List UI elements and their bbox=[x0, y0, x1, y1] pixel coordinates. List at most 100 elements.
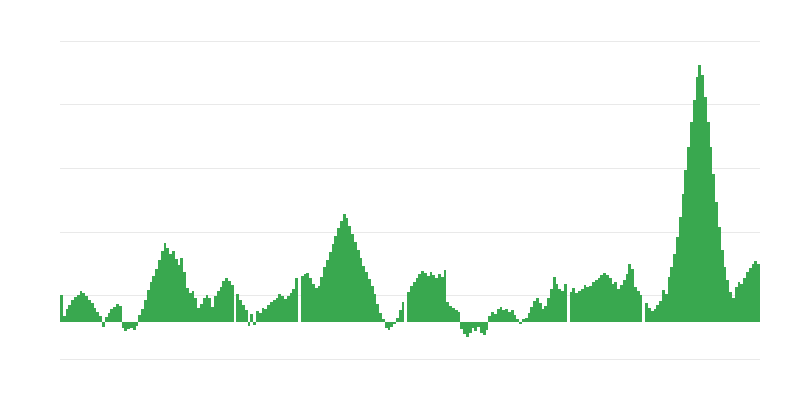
bar bbox=[278, 294, 282, 322]
bar bbox=[258, 313, 262, 322]
bar bbox=[326, 260, 329, 322]
bar bbox=[684, 170, 688, 322]
bar bbox=[614, 282, 618, 322]
bar bbox=[351, 234, 354, 322]
bar bbox=[261, 308, 265, 322]
bar bbox=[572, 288, 576, 322]
bar bbox=[508, 312, 511, 322]
bar bbox=[244, 310, 248, 322]
bar bbox=[578, 291, 581, 322]
bar bbox=[396, 318, 399, 322]
bar bbox=[726, 280, 730, 322]
bar bbox=[737, 282, 741, 322]
bar bbox=[443, 270, 447, 322]
bar bbox=[603, 273, 606, 322]
bar bbox=[60, 295, 63, 322]
bar bbox=[474, 322, 478, 331]
bar bbox=[446, 302, 450, 322]
bar bbox=[93, 308, 97, 322]
bar bbox=[575, 293, 578, 322]
bar bbox=[228, 281, 231, 322]
bar bbox=[734, 287, 738, 322]
bar bbox=[113, 307, 116, 322]
bar bbox=[331, 244, 335, 322]
bar bbox=[149, 282, 153, 322]
bar bbox=[127, 322, 130, 329]
bar bbox=[712, 174, 716, 322]
bar bbox=[502, 310, 506, 322]
bar bbox=[732, 298, 735, 322]
bar bbox=[608, 278, 612, 322]
bar bbox=[124, 322, 128, 331]
bar bbox=[597, 278, 601, 322]
bar bbox=[264, 309, 268, 322]
bar bbox=[284, 299, 287, 322]
gridline bbox=[60, 232, 760, 233]
bar bbox=[583, 285, 587, 322]
bar bbox=[270, 302, 273, 322]
bar bbox=[454, 310, 458, 322]
bar bbox=[135, 322, 139, 326]
bar bbox=[463, 322, 466, 334]
bar bbox=[144, 300, 147, 322]
bar bbox=[373, 294, 377, 322]
bar bbox=[306, 273, 310, 322]
bar bbox=[65, 309, 69, 322]
bar bbox=[275, 298, 279, 322]
bar bbox=[163, 243, 167, 322]
bar bbox=[460, 322, 464, 329]
bar bbox=[354, 242, 357, 322]
bar bbox=[160, 251, 164, 322]
bar bbox=[673, 254, 676, 322]
bar bbox=[356, 250, 360, 322]
bar bbox=[687, 147, 690, 322]
bar bbox=[300, 276, 304, 322]
bar bbox=[348, 226, 352, 322]
bar bbox=[499, 307, 503, 322]
bar bbox=[194, 298, 198, 322]
bar bbox=[494, 314, 497, 322]
bar bbox=[376, 304, 380, 322]
bar bbox=[320, 277, 324, 322]
bar bbox=[197, 308, 200, 322]
bar bbox=[130, 322, 133, 328]
bar bbox=[188, 293, 192, 322]
bar bbox=[681, 194, 685, 322]
bar bbox=[68, 305, 72, 322]
bar bbox=[214, 296, 217, 322]
bar bbox=[340, 221, 343, 322]
bar bbox=[382, 319, 385, 322]
bar bbox=[88, 300, 91, 322]
bar bbox=[457, 312, 461, 322]
bar bbox=[415, 278, 419, 322]
bar bbox=[729, 292, 732, 322]
bar bbox=[631, 269, 634, 322]
bar bbox=[670, 267, 674, 322]
bar bbox=[653, 309, 657, 322]
bar bbox=[429, 272, 433, 322]
bar bbox=[586, 287, 590, 322]
gridline bbox=[60, 168, 760, 169]
bar bbox=[558, 289, 562, 322]
bar bbox=[141, 309, 144, 322]
bar bbox=[704, 97, 707, 322]
bar bbox=[757, 264, 760, 322]
bar bbox=[337, 228, 340, 322]
bar bbox=[334, 236, 338, 322]
bar bbox=[538, 303, 542, 322]
bar bbox=[407, 292, 410, 322]
bar bbox=[200, 304, 203, 322]
bar bbox=[152, 276, 156, 322]
bar bbox=[169, 254, 172, 322]
bar bbox=[317, 286, 321, 322]
bar bbox=[186, 288, 189, 322]
bar bbox=[594, 280, 598, 322]
bar bbox=[390, 322, 394, 327]
bar bbox=[636, 291, 640, 322]
bar bbox=[678, 217, 682, 322]
bar bbox=[482, 322, 486, 335]
bar bbox=[611, 284, 615, 322]
bar bbox=[513, 315, 517, 322]
bar bbox=[365, 272, 368, 322]
